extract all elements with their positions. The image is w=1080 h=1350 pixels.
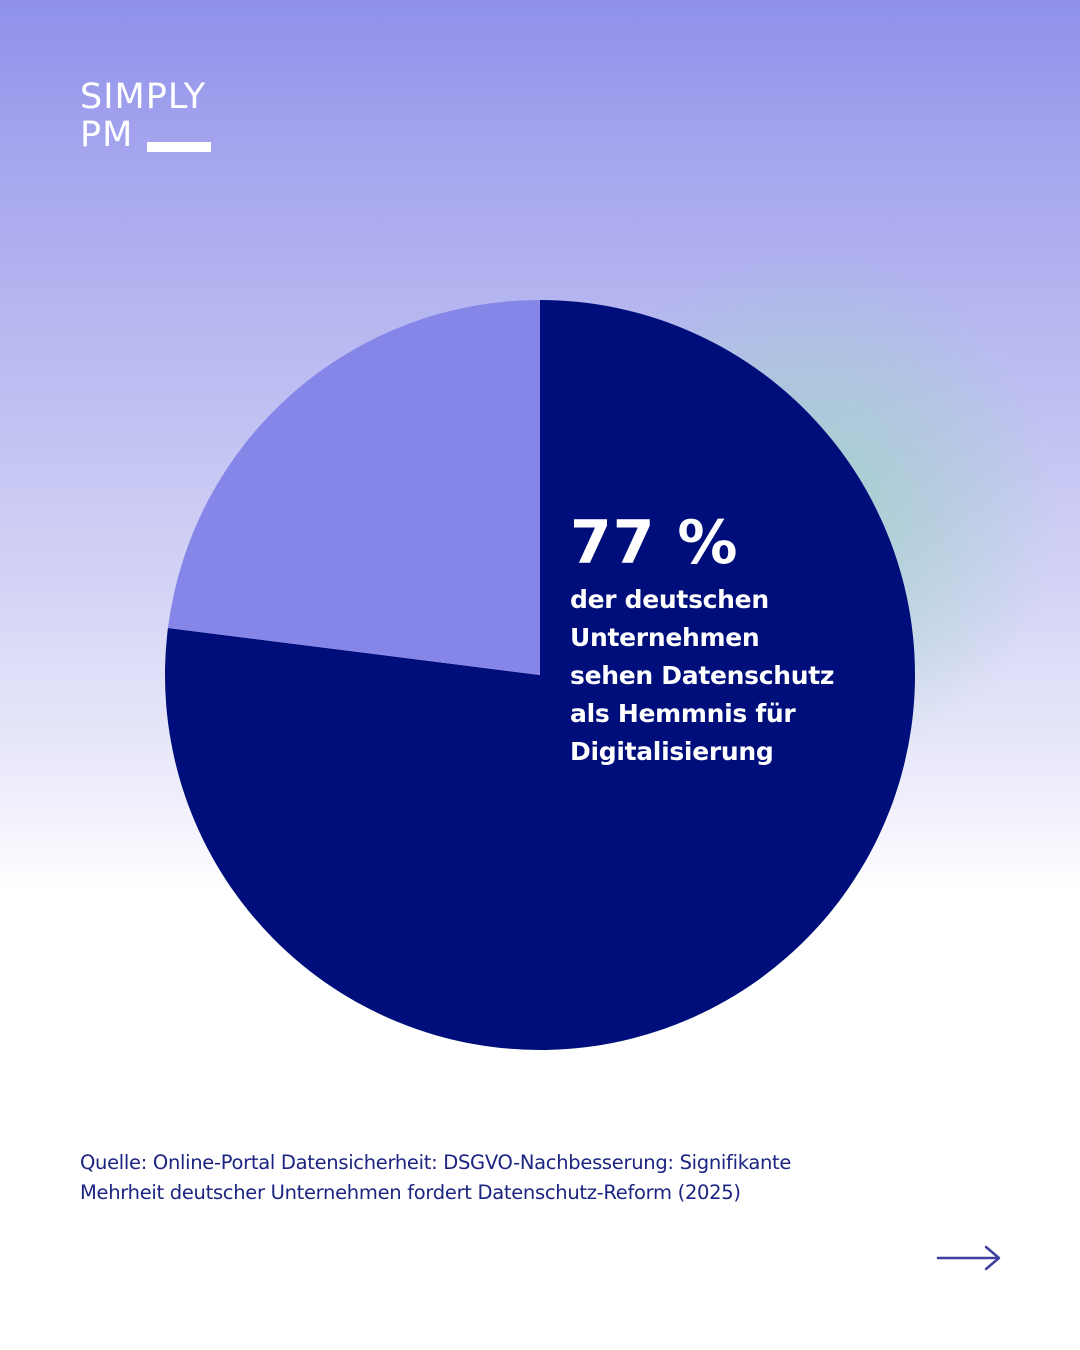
brand-logo-bar — [147, 142, 212, 152]
brand-logo: SIMPLY PM — [80, 77, 212, 155]
chart-callout: 77 % der deutschen Unternehmen sehen Dat… — [570, 505, 890, 771]
arrow-right-icon[interactable] — [936, 1240, 1002, 1276]
pie-slice-2 — [167, 300, 541, 675]
pie-slice-1 — [164, 300, 915, 1051]
callout-percentage: 77 % — [570, 508, 739, 578]
brand-logo-line2-row: PM — [80, 115, 212, 155]
brand-logo-line1: SIMPLY — [80, 77, 207, 117]
pie-slices — [164, 300, 915, 1051]
brand-logo-line2: PM — [80, 115, 134, 155]
source-citation: Quelle: Online-Portal Datensicherheit: D… — [80, 1151, 792, 1204]
callout-description: der deutschen Unternehmen sehen Datensch… — [570, 585, 835, 766]
